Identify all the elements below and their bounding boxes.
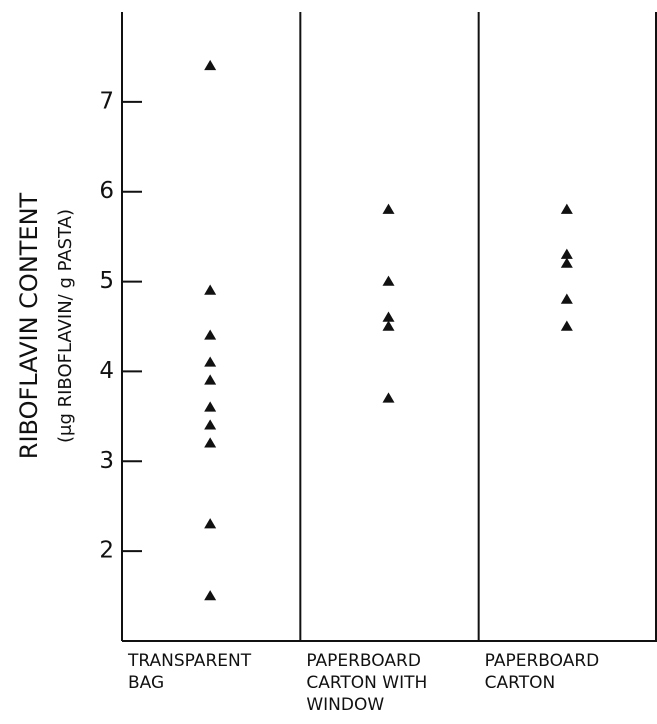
data-point: [560, 320, 573, 331]
data-point: [204, 401, 217, 412]
category-label: PAPERBOARD CARTON WITH WINDOW: [306, 651, 428, 715]
y-tick-label: 4: [99, 358, 114, 384]
data-point: [204, 356, 217, 367]
data-point: [204, 518, 217, 529]
y-axis-sublabel: (μg RIBOFLAVIN/ g PASTA): [55, 209, 76, 443]
data-point: [560, 203, 573, 214]
data-point: [382, 320, 395, 331]
category-label: PAPERBOARD CARTON: [484, 651, 600, 693]
data-point: [560, 257, 573, 268]
y-tick-label: 2: [99, 538, 114, 564]
y-axis-label: RIBOFLAVIN CONTENT: [15, 192, 43, 459]
data-point: [204, 419, 217, 430]
data-point: [204, 590, 217, 601]
y-tick-label: 6: [99, 178, 114, 204]
data-point: [204, 284, 217, 295]
y-tick-label: 5: [99, 268, 114, 294]
data-point: [204, 329, 217, 340]
data-point: [382, 392, 395, 403]
data-point: [382, 275, 395, 286]
y-tick-label: 7: [99, 88, 114, 114]
data-point: [560, 293, 573, 304]
data-point: [560, 248, 573, 259]
data-point: [204, 59, 217, 71]
category-label: TRANSPARENT BAG: [128, 651, 252, 693]
data-point: [204, 374, 217, 385]
data-point: [204, 437, 217, 448]
data-point: [382, 203, 395, 214]
y-tick-label: 3: [99, 448, 114, 474]
data-point: [382, 311, 395, 322]
